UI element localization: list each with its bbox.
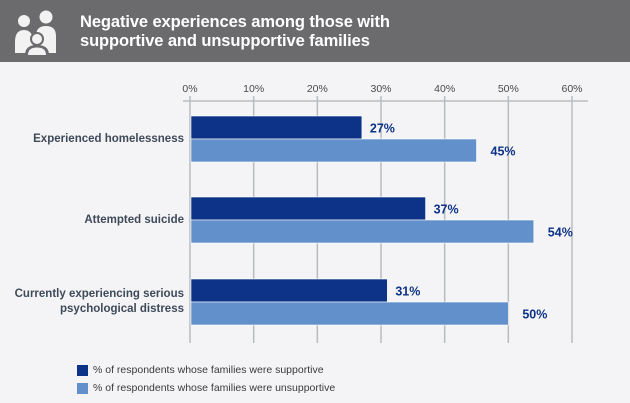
family-icon bbox=[15, 10, 56, 55]
x-tick-label: 0% bbox=[182, 83, 197, 95]
chart-title-line-2: supportive and unsupportive families bbox=[80, 32, 370, 50]
legend-swatch-unsupportive bbox=[77, 382, 88, 394]
legend-label-unsupportive: % of respondents whose families were uns… bbox=[93, 382, 336, 394]
bar-unsupportive bbox=[190, 138, 477, 163]
data-label-unsupportive: 54% bbox=[548, 226, 573, 240]
category-label: Experienced homelessness bbox=[0, 132, 184, 147]
bar-unsupportive bbox=[190, 301, 509, 326]
x-tick-label: 10% bbox=[243, 83, 264, 95]
x-tick-label: 30% bbox=[370, 83, 391, 95]
legend-swatch-supportive bbox=[77, 364, 88, 376]
category-label-line: psychological distress bbox=[60, 303, 184, 315]
bar-supportive bbox=[190, 196, 426, 221]
x-tick-label: 40% bbox=[434, 83, 455, 95]
data-label-supportive: 27% bbox=[370, 122, 395, 136]
bar-supportive bbox=[190, 278, 388, 303]
data-label-supportive: 37% bbox=[434, 203, 459, 217]
category-label: Attempted suicide bbox=[0, 213, 184, 228]
legend: % of respondents whose families were sup… bbox=[77, 361, 335, 397]
category-label-line: Currently experiencing serious bbox=[14, 288, 184, 300]
x-tick-label: 60% bbox=[561, 83, 582, 95]
x-tick-label: 20% bbox=[307, 83, 328, 95]
bar-supportive bbox=[190, 115, 363, 140]
chart-title: Negative experiences among those with su… bbox=[80, 13, 390, 51]
category-label-line: Attempted suicide bbox=[84, 213, 184, 226]
data-label-unsupportive: 45% bbox=[491, 145, 516, 159]
category-label: Currently experiencing serious psychologi… bbox=[0, 287, 184, 317]
legend-item-supportive: % of respondents whose families were sup… bbox=[77, 361, 335, 379]
bar-chart: 0% 10% 20% 30% 40% 50% 60% 27% 45% 37% 54% 31% 50% bbox=[182, 83, 588, 343]
legend-label-supportive: % of respondents whose families were sup… bbox=[93, 364, 324, 376]
chart-title-line-1: Negative experiences among those with bbox=[80, 13, 390, 31]
data-label-unsupportive: 50% bbox=[522, 308, 547, 322]
category-label-line: Experienced homelessness bbox=[33, 132, 184, 145]
data-label-supportive: 31% bbox=[395, 285, 420, 299]
legend-item-unsupportive: % of respondents whose families were uns… bbox=[77, 379, 335, 397]
bar-unsupportive bbox=[190, 219, 535, 244]
header-banner: Negative experiences among those with su… bbox=[0, 0, 630, 62]
x-tick-label: 50% bbox=[498, 83, 519, 95]
